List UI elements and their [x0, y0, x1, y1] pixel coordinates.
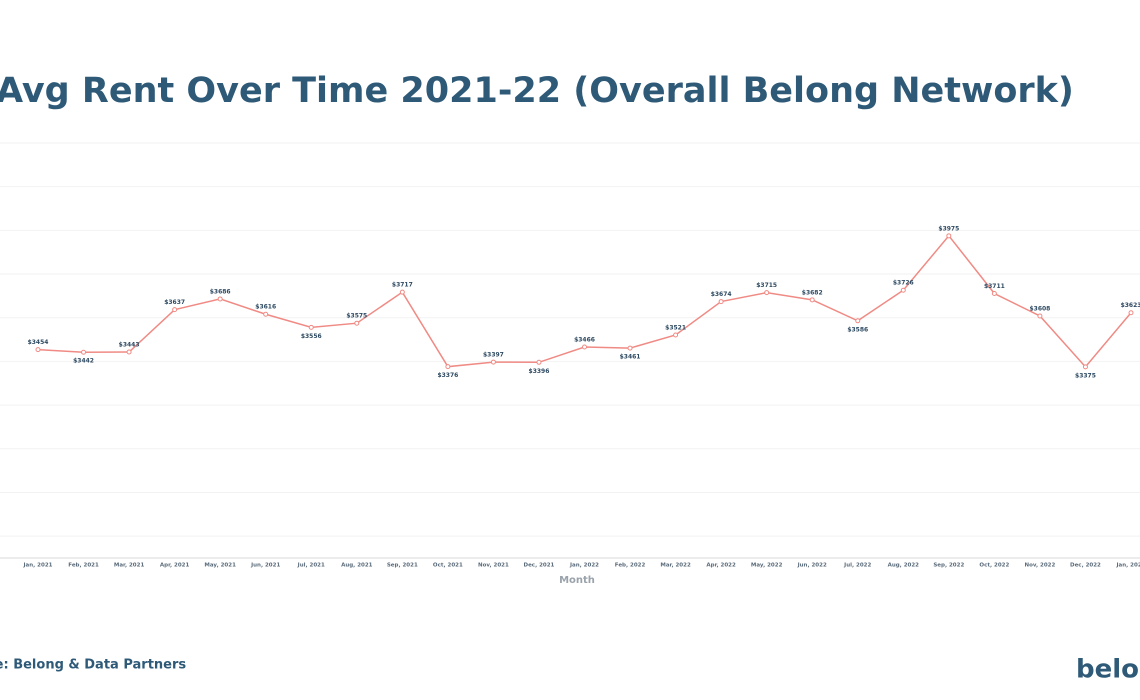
x-axis-label: Month — [559, 575, 595, 586]
marker — [946, 233, 952, 239]
x-tick-label: Jul, 2021 — [297, 563, 325, 569]
marker — [308, 324, 314, 330]
x-tick-label: Nov, 2022 — [1024, 563, 1055, 569]
value-label: $3717 — [392, 282, 413, 289]
x-tick-label: Aug, 2022 — [888, 563, 920, 569]
x-tick-label: Jan, 2021 — [23, 563, 53, 569]
value-label: $3375 — [1075, 372, 1096, 379]
marker — [217, 296, 223, 302]
value-label: $3608 — [1029, 305, 1050, 312]
marker — [1128, 310, 1134, 316]
x-tick-label: Dec, 2021 — [524, 563, 555, 569]
value-label: $3454 — [28, 339, 49, 346]
value-label: $3556 — [301, 333, 322, 340]
logo: belong — [1076, 655, 1140, 685]
x-tick-label: Apr, 2021 — [160, 563, 190, 569]
x-tick-label: Mar, 2021 — [114, 563, 145, 569]
marker — [536, 359, 542, 365]
value-label: $3396 — [529, 368, 550, 375]
x-tick-label: Jan, 2022 — [569, 563, 599, 569]
value-label: $3376 — [437, 372, 458, 379]
value-label: $3575 — [346, 313, 367, 320]
x-tick-label: May, 2022 — [751, 563, 783, 569]
x-tick-label: Jun, 2021 — [250, 563, 280, 569]
marker — [35, 347, 41, 353]
value-label: $3726 — [893, 280, 914, 287]
marker — [1082, 364, 1088, 370]
value-label: $3616 — [255, 304, 276, 311]
chart-title: Avg Rent Over Time 2021-22 (Overall Belo… — [0, 71, 1074, 111]
x-tick-label: Apr, 2022 — [706, 563, 736, 569]
x-tick-label: Mar, 2022 — [660, 563, 691, 569]
value-label: $3975 — [938, 225, 959, 232]
marker — [900, 287, 906, 293]
value-label: $3715 — [756, 282, 777, 289]
marker — [399, 289, 405, 295]
x-tick-label: Sep, 2022 — [933, 563, 964, 569]
value-label: $3686 — [210, 288, 231, 295]
x-tick-label: Feb, 2021 — [68, 563, 99, 569]
x-tick-label: Nov, 2021 — [478, 563, 509, 569]
value-label: $3397 — [483, 352, 504, 359]
value-label: $3674 — [711, 291, 732, 298]
x-tick-label: Oct, 2022 — [979, 563, 1009, 569]
value-label: $3466 — [574, 337, 595, 344]
marker — [627, 345, 633, 351]
value-label: $3637 — [164, 299, 185, 306]
x-tick-label: Aug, 2021 — [341, 563, 373, 569]
value-label: $3443 — [119, 342, 140, 349]
value-label: $3442 — [73, 358, 94, 365]
marker — [490, 359, 496, 365]
marker — [991, 290, 997, 296]
x-tick-label: Jan, 2023 — [1116, 563, 1140, 569]
x-tick-label: May, 2021 — [204, 563, 236, 569]
marker — [764, 290, 770, 296]
marker — [263, 311, 269, 317]
marker — [809, 297, 815, 303]
marker — [582, 344, 587, 350]
marker — [673, 332, 679, 338]
x-tick-label: Feb, 2022 — [615, 563, 646, 569]
value-label: $3623 — [1121, 302, 1140, 309]
x-tick-label: Oct, 2021 — [433, 563, 463, 569]
marker — [1037, 313, 1043, 319]
x-tick-label: Dec, 2022 — [1070, 563, 1101, 569]
marker — [354, 320, 360, 326]
marker — [855, 318, 861, 324]
source-note: Source: Belong & Data Partners — [0, 658, 186, 673]
marker — [81, 349, 87, 355]
marker — [126, 349, 132, 355]
x-tick-label: Jul, 2022 — [843, 563, 871, 569]
x-tick-label: Sep, 2021 — [387, 563, 418, 569]
value-label: $3586 — [847, 326, 868, 333]
value-label: $3461 — [620, 354, 641, 361]
value-label: $3682 — [802, 289, 823, 296]
marker — [172, 307, 178, 313]
marker — [718, 299, 724, 305]
marker — [445, 364, 451, 370]
value-label: $3521 — [665, 324, 686, 331]
value-label: $3711 — [984, 283, 1005, 290]
x-tick-label: Jun, 2022 — [797, 563, 827, 569]
